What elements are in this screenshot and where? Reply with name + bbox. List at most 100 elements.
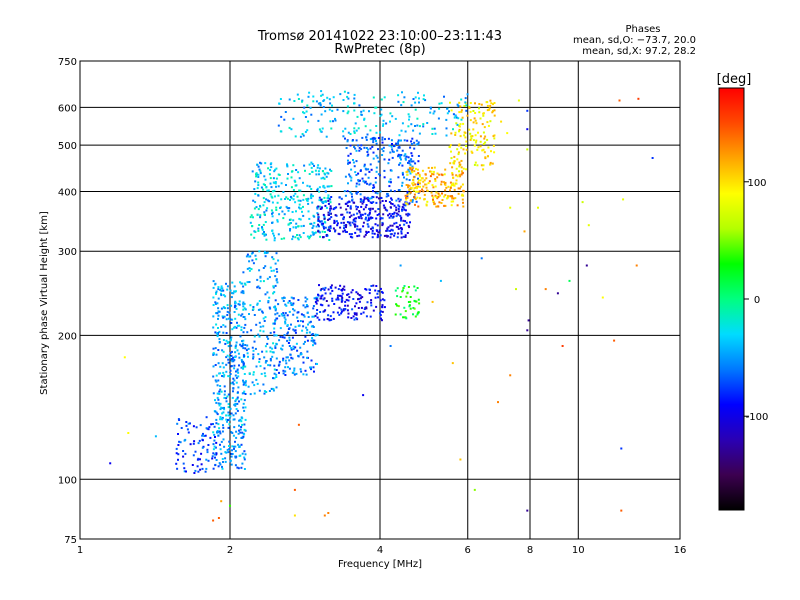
data-point xyxy=(264,375,267,378)
data-point xyxy=(205,427,208,430)
data-point xyxy=(401,209,404,212)
data-point xyxy=(389,224,392,227)
data-point xyxy=(344,194,347,197)
data-point xyxy=(398,205,401,208)
data-point xyxy=(182,455,185,458)
data-point xyxy=(328,229,331,232)
data-point xyxy=(285,196,288,199)
data-point xyxy=(261,311,264,314)
data-point xyxy=(191,464,194,466)
data-point xyxy=(316,316,319,319)
data-point xyxy=(368,211,371,214)
data-point xyxy=(252,199,255,202)
data-point xyxy=(230,359,233,362)
data-point xyxy=(396,226,399,228)
data-point xyxy=(406,292,409,295)
data-point xyxy=(374,106,377,109)
data-point xyxy=(353,109,356,112)
data-point xyxy=(218,330,221,333)
data-point xyxy=(368,170,371,173)
data-point xyxy=(192,425,195,428)
data-point xyxy=(487,124,490,127)
y-tick-label: 600 xyxy=(58,103,77,114)
data-point xyxy=(269,266,272,269)
data-point xyxy=(310,193,313,196)
y-tick-label: 500 xyxy=(58,141,77,152)
data-point xyxy=(230,365,233,368)
data-point xyxy=(289,302,292,305)
data-point xyxy=(230,336,233,339)
data-point xyxy=(405,198,408,201)
data-point xyxy=(323,196,326,199)
data-point xyxy=(221,465,223,468)
data-point xyxy=(383,176,386,179)
data-point xyxy=(259,172,262,175)
data-point xyxy=(452,182,455,185)
data-point xyxy=(386,192,389,195)
data-point xyxy=(356,115,359,118)
data-point xyxy=(345,226,347,229)
data-point xyxy=(272,232,274,235)
data-point xyxy=(372,184,375,187)
data-point xyxy=(345,224,348,227)
data-point xyxy=(257,227,260,230)
data-point xyxy=(304,300,307,303)
data-point xyxy=(469,110,472,113)
data-point xyxy=(231,281,234,284)
data-point xyxy=(227,411,230,414)
data-point xyxy=(379,201,382,204)
data-point xyxy=(278,314,281,317)
data-point xyxy=(324,167,327,170)
data-point xyxy=(284,111,287,113)
data-point xyxy=(216,312,219,315)
data-point xyxy=(293,100,296,102)
data-point xyxy=(422,98,425,101)
data-point xyxy=(185,424,188,427)
data-point xyxy=(360,306,363,309)
data-point xyxy=(289,199,291,201)
data-point xyxy=(308,163,311,166)
data-point xyxy=(253,188,256,191)
data-point xyxy=(337,288,340,291)
data-point xyxy=(391,203,394,205)
data-point xyxy=(373,186,376,189)
data-point xyxy=(363,180,366,183)
data-point xyxy=(359,170,362,172)
data-point xyxy=(307,202,310,205)
data-point xyxy=(417,177,419,180)
data-point xyxy=(227,451,230,454)
data-point xyxy=(307,120,310,123)
data-point xyxy=(259,216,262,219)
data-point xyxy=(637,97,640,100)
data-point xyxy=(226,448,229,451)
data-point xyxy=(204,470,207,473)
data-point xyxy=(235,376,238,379)
data-point xyxy=(491,162,494,165)
data-point xyxy=(348,161,351,164)
data-point xyxy=(252,262,255,265)
data-point xyxy=(212,286,215,289)
data-point xyxy=(256,278,259,281)
data-point xyxy=(620,509,623,512)
data-point xyxy=(410,152,413,155)
data-point xyxy=(456,103,459,106)
data-point xyxy=(379,299,382,302)
data-point xyxy=(351,139,354,141)
data-point xyxy=(272,351,275,354)
data-point xyxy=(289,218,292,221)
data-point xyxy=(386,209,389,212)
data-point xyxy=(420,177,423,180)
data-point xyxy=(321,127,324,130)
data-point xyxy=(199,424,202,427)
data-point xyxy=(200,463,203,466)
data-point xyxy=(346,190,349,193)
data-point xyxy=(351,289,354,292)
data-point xyxy=(242,292,245,295)
y-tick-label: 200 xyxy=(58,331,77,342)
data-point xyxy=(451,362,454,365)
data-point xyxy=(264,316,267,319)
data-point xyxy=(280,237,283,240)
data-point xyxy=(329,225,332,228)
data-point xyxy=(274,309,277,312)
data-point xyxy=(248,281,251,283)
